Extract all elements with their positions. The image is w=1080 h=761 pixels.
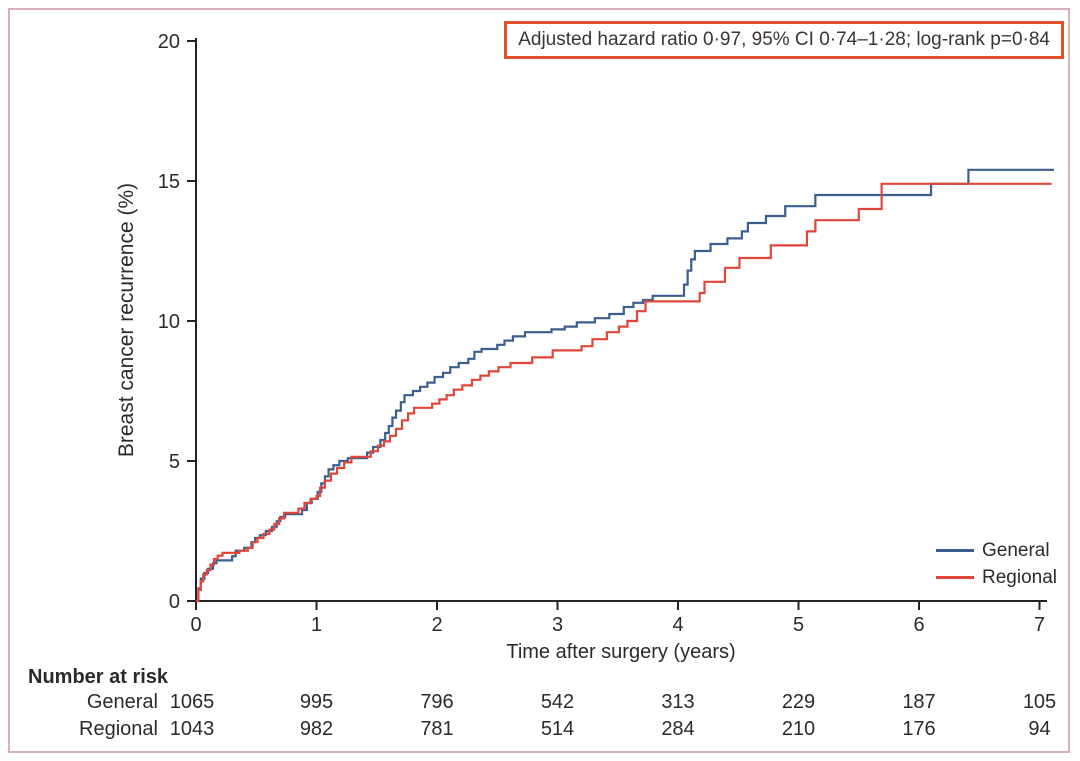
legend-label-regional: Regional	[982, 566, 1057, 588]
y-tick-label: 10	[158, 311, 180, 333]
legend-row-general: General	[936, 537, 1057, 564]
x-tick-label: 5	[793, 614, 804, 636]
y-tick-label: 0	[169, 591, 180, 613]
y-tick-label: 15	[158, 171, 180, 193]
legend-line-regional	[936, 576, 974, 579]
x-tick-label: 6	[913, 614, 924, 636]
x-tick-label: 1	[311, 614, 322, 636]
y-axis-title: Breast cancer recurrence (%)	[115, 182, 138, 458]
series-path-general	[196, 168, 1054, 603]
y-tick-label: 5	[169, 451, 180, 473]
y-tick-label: 20	[158, 31, 180, 53]
legend-line-general	[936, 549, 974, 552]
legend: General Regional	[936, 537, 1057, 591]
axes	[195, 38, 1047, 602]
legend-row-regional: Regional	[936, 564, 1057, 591]
legend-label-general: General	[982, 539, 1050, 561]
x-tick-label: 3	[552, 614, 563, 636]
x-tick-label: 7	[1034, 614, 1045, 636]
x-tick-label: 2	[431, 614, 442, 636]
series-path-regional	[196, 182, 1052, 603]
hazard-ratio-annotation: Adjusted hazard ratio 0·97, 95% CI 0·74–…	[504, 21, 1064, 59]
x-tick-label: 4	[672, 614, 683, 636]
x-tick-label: 0	[190, 614, 201, 636]
x-axis-title: Time after surgery (years)	[506, 641, 736, 663]
